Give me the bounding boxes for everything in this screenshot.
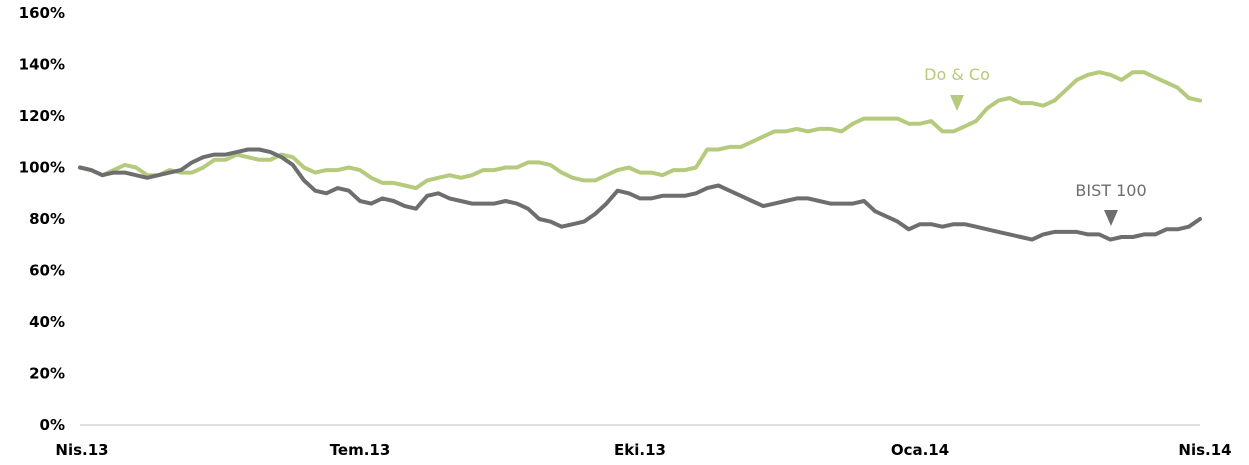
series-line-bist-100	[78, 147, 1202, 242]
x-tick-label: Nis.14	[1178, 441, 1231, 459]
y-tick-label: 0%	[40, 416, 65, 434]
y-tick-label: 20%	[29, 365, 65, 383]
x-tick-label: Eki.13	[614, 441, 666, 459]
y-tick-label: 120%	[19, 107, 65, 125]
series-layer	[78, 70, 1202, 242]
down-arrow-icon	[950, 95, 964, 111]
x-tick-label: Tem.13	[330, 441, 391, 459]
series-labels-layer: Do & Co BIST 100	[924, 65, 1147, 226]
series-line-do-co	[78, 70, 1202, 191]
y-tick-label: 140%	[19, 56, 65, 74]
y-tick-label: 160%	[19, 4, 65, 22]
x-tick-label: Nis.13	[55, 441, 108, 459]
series-label-do-co: Do & Co	[924, 65, 990, 84]
x-tick-label: Oca.14	[891, 441, 949, 459]
y-axis-tick-labels: 0% 20% 40% 60% 80% 100% 120% 140% 160%	[19, 4, 65, 434]
down-arrow-icon	[1104, 210, 1118, 226]
y-tick-label: 80%	[29, 210, 65, 228]
series-label-bist-100: BIST 100	[1075, 181, 1146, 200]
y-tick-label: 100%	[19, 159, 65, 177]
y-tick-label: 60%	[29, 262, 65, 280]
x-axis-tick-labels: Nis.13 Tem.13 Eki.13 Oca.14 Nis.14	[55, 441, 1231, 459]
y-tick-label: 40%	[29, 313, 65, 331]
